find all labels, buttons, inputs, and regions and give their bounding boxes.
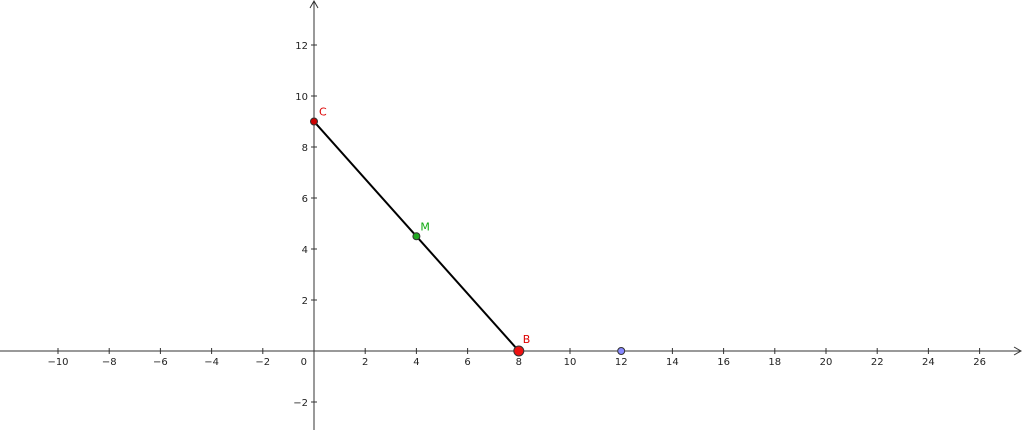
point-C[interactable] [310, 117, 318, 126]
x-tick-label: 20 [820, 357, 833, 368]
x-tick-label: 6 [464, 357, 470, 368]
y-tick-label: 2 [302, 296, 308, 307]
x-tick-label: 8 [516, 357, 522, 368]
x-tick-label: 26 [973, 357, 986, 368]
y-tick-label: 4 [302, 245, 308, 256]
x-tick-label: −10 [47, 357, 68, 368]
x-tick-label: −6 [153, 357, 168, 368]
x-tick-label: 10 [564, 357, 577, 368]
point-label-C: C [319, 106, 327, 119]
y-tick-label: 6 [302, 194, 308, 205]
x-tick-label: −4 [204, 357, 219, 368]
y-tick-label: 10 [295, 92, 308, 103]
axis-ticks: −10 −8 −6 −4 −2 2 4 6 8 10 12 14 16 18 20 22 24 26−224681… [47, 41, 986, 409]
x-tick-label: 2 [362, 357, 368, 368]
x-tick-label: 16 [717, 357, 730, 368]
x-axis-arrow [1013, 346, 1023, 356]
y-tick-label: 8 [302, 143, 308, 154]
point-M[interactable] [412, 232, 421, 241]
x-tick-label: 12 [615, 357, 628, 368]
point-label-M: M [420, 220, 430, 233]
point-label-B: B [523, 333, 531, 346]
point-B[interactable] [513, 345, 525, 357]
x-tick-label: 18 [768, 357, 781, 368]
x-tick-label: 24 [922, 357, 935, 368]
origin-label: 0 [301, 357, 307, 368]
x-tick-label: 14 [666, 357, 679, 368]
y-tick-label: −2 [293, 398, 308, 409]
x-tick-label: −2 [255, 357, 270, 368]
point-P[interactable] [617, 347, 626, 355]
points: C M B [310, 106, 626, 357]
x-tick-label: 4 [413, 357, 419, 368]
y-tick-label: 12 [295, 41, 308, 52]
x-tick-label: −8 [102, 357, 117, 368]
y-axis-arrow [309, 0, 319, 9]
x-tick-label: 22 [871, 357, 884, 368]
